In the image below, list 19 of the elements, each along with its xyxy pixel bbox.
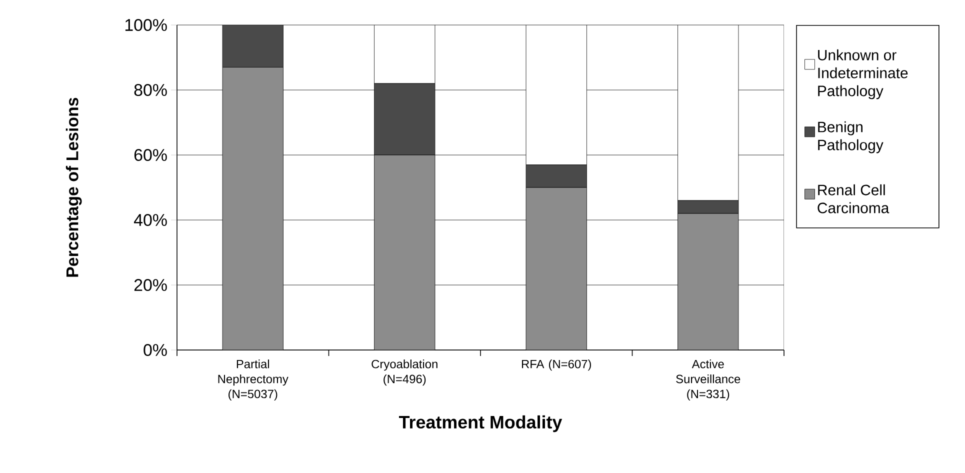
- x-tick-label: Partial Nephrectomy (N=5037): [218, 360, 288, 401]
- bar: [526, 187, 587, 350]
- legend-label: Benign Pathology: [818, 121, 884, 154]
- x-tick-label: RFA (N=607): [522, 360, 591, 371]
- y-tick-label: 0%: [144, 344, 167, 356]
- bar: [222, 67, 284, 350]
- y-tick-label: 80%: [134, 84, 167, 96]
- bar: [678, 213, 739, 350]
- bar: [374, 154, 436, 350]
- y-tick-label: 20%: [134, 279, 167, 291]
- y-axis-title: Percentage of Lesions: [66, 98, 82, 277]
- x-tick-label: Active Surveillance (N=331): [676, 360, 740, 401]
- y-tick-label: 100%: [125, 19, 167, 31]
- legend-label: Renal Cell Carcinoma: [818, 184, 890, 214]
- y-tick-label: 60%: [134, 149, 167, 161]
- legend-label: Unknown or Indeterminate Pathology: [818, 49, 908, 100]
- y-tick-label: 40%: [134, 214, 167, 226]
- x-axis-title: Treatment Modality: [398, 415, 562, 432]
- x-tick-label: Cryoablation (N=496): [372, 360, 438, 386]
